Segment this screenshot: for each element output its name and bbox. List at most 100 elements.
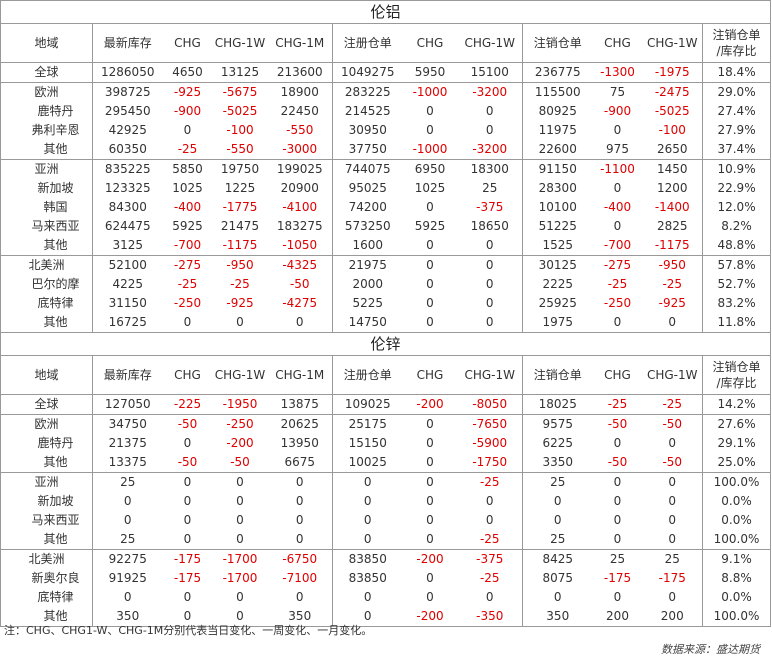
table-cell: 5950 (414, 65, 446, 79)
table-cell: 52.7% (701, 275, 771, 294)
table-row: 新加坡 123325 1025 1225 20900 95025 1025 25 28300 0 1… (1, 179, 771, 198)
table-cell: 0 (236, 494, 244, 508)
table-cell: 20625 (267, 414, 333, 434)
table-cell: 25 (522, 472, 593, 492)
table-cell: 18300 (457, 159, 523, 179)
table-cell: 14750 (332, 313, 403, 333)
table-cell: 0 (426, 296, 434, 310)
table-cell: 29.0% (701, 82, 771, 102)
table-cell: 0 (642, 472, 703, 492)
table-row: 其他 13375 -50 -50 6675 10025 0 -1750 3350 -50 -50 25… (1, 453, 771, 473)
table-cell: 200 (660, 609, 684, 623)
region-name: 新加坡 (37, 494, 74, 508)
table-cell: 3350 (522, 453, 593, 473)
table-cell: -175 (603, 571, 632, 585)
table-cell: 0 (457, 255, 523, 275)
column-header: 注销仓单 (522, 23, 593, 63)
table-cell: 1025 (414, 181, 446, 195)
table-cell: 10100 (522, 198, 593, 217)
region-name: 北美洲 (0, 549, 93, 569)
table-cell: 10.9% (701, 159, 771, 179)
table-cell: 0 (592, 472, 643, 492)
table-cell: 60350 (92, 140, 163, 160)
table-row: 鹿特丹 21375 0 -200 13950 15150 0 -5900 6225 0 0 29.1% (1, 434, 771, 453)
table-cell: 74200 (332, 198, 403, 217)
table-cell: 0 (613, 532, 622, 546)
table-cell: 16725 (92, 313, 163, 333)
table-cell: 0 (236, 532, 244, 546)
table-cell: 0 (668, 590, 677, 604)
table-cell: -100 (658, 123, 686, 137)
table-row: 底特律 31150 -250 -925 -4275 5225 0 0 25925 -250 -925… (1, 294, 771, 313)
table-cell: -7650 (457, 414, 523, 434)
table-cell: 0 (332, 607, 403, 627)
table-cell: 0 (295, 494, 304, 508)
table-cell: -25 (607, 397, 628, 411)
table-cell: -50 (230, 455, 250, 469)
table-cell: 100.0% (701, 607, 771, 627)
table-cell: -1175 (222, 238, 258, 252)
table-cell: -25 (177, 277, 198, 291)
column-header-line: /库存比 (716, 44, 757, 58)
table-cell: 27.9% (701, 121, 771, 140)
table-cell: 0 (426, 123, 434, 137)
table-cell: 975 (606, 142, 629, 156)
column-header: 注销仓单/库存比 (701, 23, 771, 63)
table-cell: 75 (592, 82, 643, 102)
table-row: 其他 25 0 0 0 0 0 -25 25 0 0 100.0% (1, 530, 771, 550)
table-cell: -50 (162, 414, 213, 434)
table-cell: 0 (613, 219, 622, 233)
table-cell: 0 (267, 472, 333, 492)
table-cell: 2225 (522, 275, 593, 294)
table-cell: 21375 (92, 434, 163, 453)
table-cell: 2825 (656, 219, 688, 233)
table-cell: 1286050 (92, 62, 163, 83)
table-cell: -3200 (457, 82, 523, 102)
table-row: 其他 3125 -700 -1175 -1050 1600 0 0 1525 -700 -1175 4… (1, 236, 771, 256)
table-cell: 0 (522, 492, 593, 511)
table-cell: 0 (332, 530, 403, 550)
table-cell: 0 (485, 123, 494, 137)
table-cell: 398725 (92, 82, 163, 102)
region-name: 韩国 (43, 200, 68, 214)
table-cell: 0 (236, 513, 244, 527)
table-cell: 11.8% (701, 313, 771, 333)
table-cell: 27.6% (701, 414, 771, 434)
table-cell: 5925 (414, 219, 446, 233)
column-header: 地域 (0, 355, 93, 395)
table-cell: -175 (173, 571, 202, 585)
table-cell: 0 (485, 277, 494, 291)
column-header: CHG (592, 355, 643, 395)
table-cell: -5675 (212, 82, 268, 102)
table-cell: 295450 (92, 102, 163, 121)
table-cell: 0 (426, 455, 434, 469)
table-cell: 9.1% (701, 549, 771, 569)
table-row: 其他 350 0 0 350 0 -200 -350 350 200 200 100.0% (1, 607, 771, 627)
table-cell: 0 (295, 532, 304, 546)
region-name: 底特律 (37, 296, 74, 310)
table-cell: 6675 (284, 455, 316, 469)
table-cell: 10025 (332, 453, 403, 473)
table-cell: 0 (485, 494, 494, 508)
table-cell: 13125 (220, 65, 260, 79)
table-cell: 0 (236, 590, 244, 604)
table-cell: 25 (92, 472, 163, 492)
table-row: 鹿特丹 295450 -900 -5025 22450 214525 0 0 80925 -900… (1, 102, 771, 121)
table-cell: 213600 (276, 65, 323, 79)
table-cell: 28300 (522, 179, 593, 198)
table-cell: 13875 (280, 397, 319, 411)
table-cell: 25 (592, 549, 643, 569)
table-cell: 15100 (470, 65, 509, 79)
table-cell: -3200 (472, 142, 508, 156)
table-cell: 0 (613, 590, 622, 604)
column-header: 最新库存 (92, 355, 163, 395)
table-cell: 4650 (172, 65, 203, 79)
table-cell: 21475 (220, 219, 260, 233)
table-row: 弗利辛恩 42925 0 -100 -550 30950 0 0 11975 0 -100 27.9% (1, 121, 771, 140)
table-cell: -8050 (472, 397, 508, 411)
table-cell: -25 (662, 277, 683, 291)
column-header: CHG (402, 355, 458, 395)
table-cell: 214525 (332, 102, 403, 121)
section-title: 伦锌 (0, 333, 771, 356)
table-cell: -25 (662, 397, 683, 411)
